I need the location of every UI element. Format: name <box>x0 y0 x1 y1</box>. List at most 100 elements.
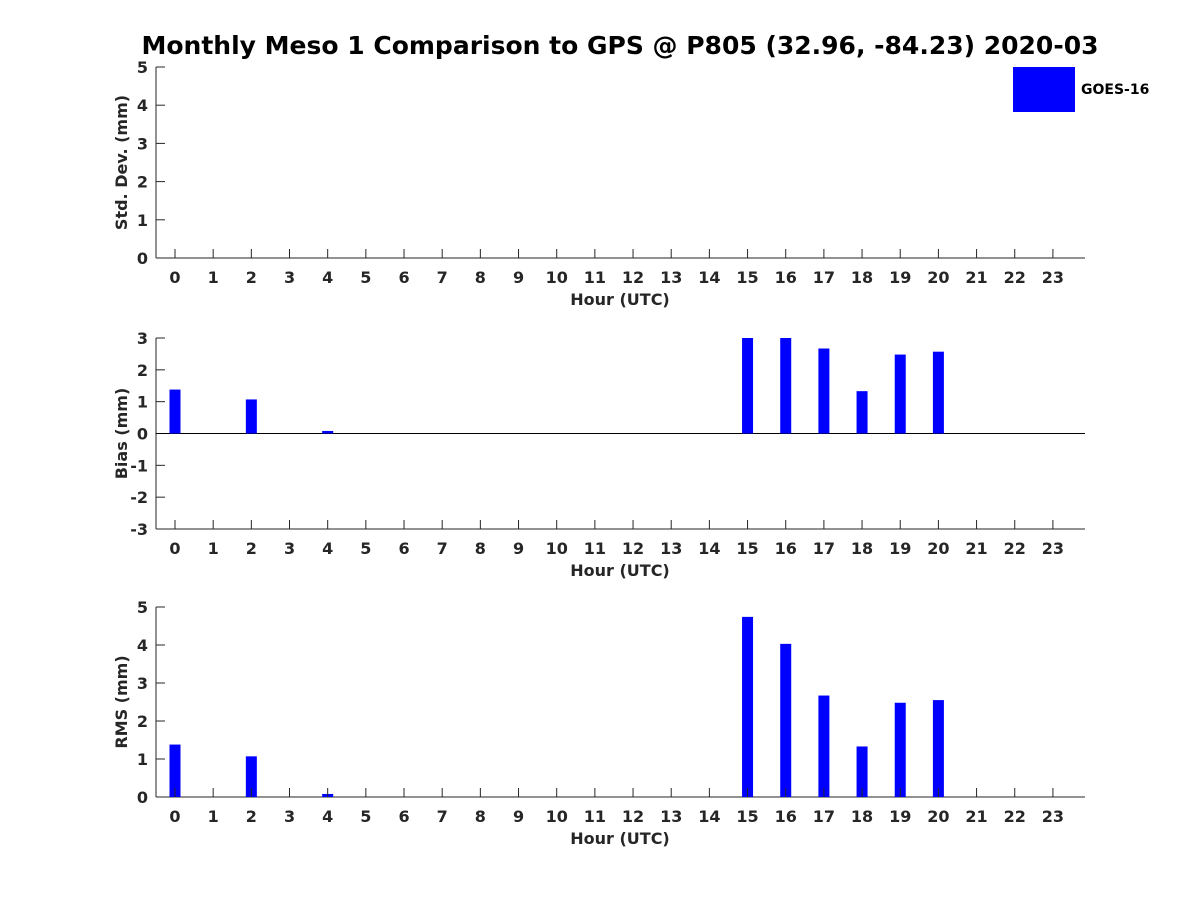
x-tick-label: 17 <box>813 539 835 558</box>
x-tick-label: 19 <box>889 539 911 558</box>
x-tick-label: 6 <box>398 268 409 287</box>
bar-hour-4 <box>322 430 334 434</box>
legend-swatch <box>1013 67 1075 112</box>
x-tick-label: 4 <box>322 539 333 558</box>
bar-hour-17 <box>818 348 830 434</box>
x-tick-label: 22 <box>1004 268 1026 287</box>
y-tick-label: 2 <box>137 173 148 192</box>
y-tick-label: -2 <box>130 488 148 507</box>
x-tick-label: 2 <box>246 539 257 558</box>
x-axis-label: Hour (UTC) <box>570 829 670 848</box>
x-tick-label: 14 <box>698 268 720 287</box>
y-tick-label: 2 <box>137 361 148 380</box>
x-tick-label: 5 <box>360 268 371 287</box>
bar-hour-15 <box>742 338 754 434</box>
x-tick-label: 14 <box>698 539 720 558</box>
x-tick-label: 1 <box>208 268 219 287</box>
x-tick-label: 15 <box>736 539 758 558</box>
x-tick-label: 13 <box>660 539 682 558</box>
y-tick-label: 0 <box>137 425 148 444</box>
x-tick-label: 0 <box>169 539 180 558</box>
x-tick-label: 10 <box>546 807 568 826</box>
bar-hour-2 <box>245 756 257 797</box>
bar-hour-19 <box>894 702 906 797</box>
bar-hour-2 <box>245 399 257 434</box>
x-tick-label: 17 <box>813 268 835 287</box>
x-tick-label: 11 <box>584 539 606 558</box>
y-tick-label: 0 <box>137 788 148 807</box>
x-tick-label: 8 <box>475 268 486 287</box>
x-tick-label: 0 <box>169 268 180 287</box>
y-tick-label: -1 <box>130 456 148 475</box>
x-tick-label: 22 <box>1004 539 1026 558</box>
y-tick-label: 1 <box>137 211 148 230</box>
y-tick-label: 3 <box>137 674 148 693</box>
chart-title: Monthly Meso 1 Comparison to GPS @ P805 … <box>142 31 1099 60</box>
x-tick-label: 9 <box>513 807 524 826</box>
x-tick-label: 8 <box>475 539 486 558</box>
x-tick-label: 1 <box>208 807 219 826</box>
x-tick-label: 17 <box>813 807 835 826</box>
x-tick-label: 22 <box>1004 807 1026 826</box>
bar-hour-20 <box>932 700 944 797</box>
y-tick-label: 1 <box>137 750 148 769</box>
y-tick-label: 0 <box>137 249 148 268</box>
x-axis-label: Hour (UTC) <box>570 290 670 309</box>
x-tick-label: 21 <box>965 539 987 558</box>
y-tick-label: 1 <box>137 393 148 412</box>
x-tick-label: 18 <box>851 539 873 558</box>
x-tick-label: 12 <box>622 807 644 826</box>
x-tick-label: 2 <box>246 268 257 287</box>
bar-hour-0 <box>169 744 181 797</box>
x-tick-label: 23 <box>1042 268 1064 287</box>
y-tick-label: 2 <box>137 712 148 731</box>
x-tick-label: 9 <box>513 539 524 558</box>
legend: GOES-16 <box>1013 67 1149 112</box>
x-tick-label: 20 <box>927 539 949 558</box>
x-tick-label: 2 <box>246 807 257 826</box>
bar-hour-20 <box>932 351 944 434</box>
x-tick-label: 13 <box>660 807 682 826</box>
x-tick-label: 18 <box>851 268 873 287</box>
x-tick-label: 15 <box>736 807 758 826</box>
x-tick-label: 16 <box>775 268 797 287</box>
bar-hour-16 <box>780 643 792 797</box>
legend-label: GOES-16 <box>1081 82 1149 98</box>
x-tick-label: 6 <box>398 807 409 826</box>
x-tick-label: 5 <box>360 539 371 558</box>
x-tick-label: 8 <box>475 807 486 826</box>
x-tick-label: 11 <box>584 268 606 287</box>
x-tick-label: 12 <box>622 268 644 287</box>
x-tick-label: 4 <box>322 807 333 826</box>
y-axis-label: Bias (mm) <box>112 388 131 480</box>
bar-hour-18 <box>856 746 868 797</box>
x-tick-label: 20 <box>927 807 949 826</box>
x-tick-label: 16 <box>775 807 797 826</box>
x-tick-label: 7 <box>437 807 448 826</box>
x-tick-label: 21 <box>965 268 987 287</box>
x-tick-label: 3 <box>284 268 295 287</box>
x-tick-label: 19 <box>889 807 911 826</box>
y-tick-label: 5 <box>137 58 148 77</box>
x-tick-label: 7 <box>437 539 448 558</box>
bar-hour-16 <box>780 338 792 434</box>
x-tick-label: 23 <box>1042 807 1064 826</box>
x-tick-label: 11 <box>584 807 606 826</box>
x-tick-label: 12 <box>622 539 644 558</box>
bar-hour-18 <box>856 391 868 434</box>
bar-hour-0 <box>169 389 181 434</box>
y-tick-label: 4 <box>137 636 148 655</box>
x-tick-label: 18 <box>851 807 873 826</box>
x-tick-label: 3 <box>284 807 295 826</box>
y-axis-label: RMS (mm) <box>112 655 131 748</box>
bar-hour-15 <box>742 616 754 797</box>
x-tick-label: 0 <box>169 807 180 826</box>
x-tick-label: 19 <box>889 268 911 287</box>
x-tick-label: 5 <box>360 807 371 826</box>
x-tick-label: 15 <box>736 268 758 287</box>
y-tick-label: 3 <box>137 329 148 348</box>
y-tick-label: 4 <box>137 96 148 115</box>
